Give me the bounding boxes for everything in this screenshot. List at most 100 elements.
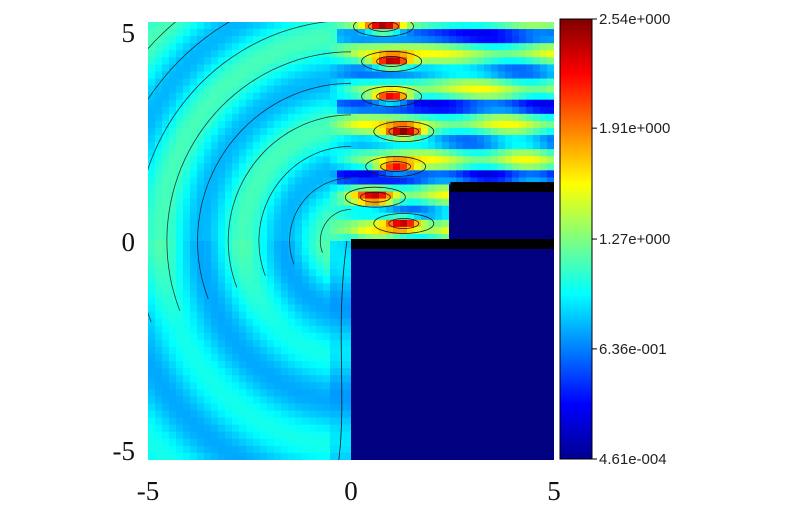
heatmap-cell [533, 290, 541, 299]
heatmap-cell [225, 198, 233, 207]
heatmap-cell [281, 170, 289, 179]
heatmap-cell [316, 417, 324, 426]
heatmap-cell [239, 71, 247, 80]
heatmap-cell [288, 57, 296, 65]
heatmap-cell [393, 163, 401, 171]
heatmap-cell [351, 85, 359, 94]
heatmap-cell [162, 354, 170, 362]
heatmap-cell [526, 85, 534, 94]
heatmap-cell [169, 92, 177, 101]
heatmap-cell [407, 219, 415, 228]
heatmap-cell [498, 445, 506, 454]
heatmap-cell [316, 142, 324, 150]
heatmap-cell [386, 417, 394, 426]
heatmap-cell [323, 219, 331, 228]
heatmap-cell [148, 452, 156, 460]
heatmap-cell [421, 78, 429, 87]
heatmap-cell [414, 283, 422, 292]
heatmap-cell [162, 241, 170, 249]
heatmap-cell [498, 50, 506, 58]
heatmap-cell [463, 417, 471, 426]
heatmap-cell [246, 368, 254, 376]
heatmap-cell [288, 156, 296, 164]
heatmap-cell [253, 120, 261, 129]
heatmap-cell [197, 142, 205, 150]
heatmap-cell [442, 219, 450, 228]
heatmap-cell [456, 445, 464, 454]
heatmap-cell [421, 248, 429, 256]
heatmap-cell [379, 445, 387, 454]
heatmap-cell [183, 290, 191, 299]
heatmap-cell [428, 198, 436, 207]
heatmap-cell [498, 297, 506, 306]
heatmap-cell [337, 262, 345, 270]
heatmap-cell [393, 332, 401, 341]
heatmap-cell [470, 92, 478, 101]
heatmap-cell [260, 142, 268, 150]
heatmap-cell [463, 163, 471, 171]
heatmap-cell [526, 43, 534, 51]
heatmap-cell [337, 290, 345, 299]
heatmap-cell [491, 318, 499, 327]
heatmap-cell [239, 106, 247, 115]
heatmap-cell [421, 339, 429, 348]
heatmap-cell [505, 431, 513, 440]
heatmap-cell [540, 375, 548, 383]
heatmap-cell [456, 226, 464, 235]
heatmap-cell [239, 64, 247, 73]
heatmap-cell [526, 354, 534, 362]
heatmap-cell [197, 318, 205, 327]
heatmap-cell [526, 262, 534, 270]
heatmap-cell [512, 85, 520, 94]
heatmap-cell [421, 269, 429, 277]
heatmap-cell [540, 78, 548, 87]
heatmap-cell [505, 318, 513, 327]
heatmap-cell [162, 226, 170, 235]
heatmap-cell [162, 85, 170, 94]
heatmap-cell [218, 198, 226, 207]
heatmap-cell [358, 113, 366, 122]
heatmap-cell [533, 219, 541, 228]
heatmap-cell [400, 177, 408, 186]
heatmap-cell [204, 438, 212, 447]
hotspot-contour [361, 51, 423, 72]
heatmap-cell [428, 163, 436, 171]
heatmap-cell [400, 290, 408, 299]
heatmap-cell [148, 311, 156, 320]
heatmap-cell [498, 226, 506, 235]
heatmap-cell [414, 339, 422, 348]
heatmap-cell [267, 304, 275, 313]
heatmap-cell [463, 233, 471, 242]
heatmap-cell [533, 346, 541, 355]
heatmap-cell [463, 78, 471, 87]
heatmap-cell [442, 29, 450, 37]
heatmap-cell [540, 262, 548, 270]
heatmap-cell [519, 318, 527, 327]
heatmap-cell [435, 431, 443, 440]
hotspot-contour [388, 218, 420, 229]
heatmap-cell [358, 276, 366, 284]
heatmap-cell [421, 389, 429, 398]
heatmap-cell [323, 438, 331, 447]
heatmap-cell [211, 248, 219, 256]
heatmap-cell [519, 424, 527, 433]
heatmap-cell [316, 212, 324, 221]
heatmap-cell [183, 417, 191, 426]
heatmap-cell [379, 85, 387, 94]
heatmap-cell [162, 445, 170, 454]
heatmap-cell [372, 127, 380, 136]
heatmap-cell [204, 375, 212, 383]
heatmap-cell [533, 170, 541, 179]
heatmap-cell [435, 71, 443, 80]
heatmap-cell [225, 85, 233, 94]
heatmap-cell [260, 170, 268, 179]
heatmap-cell [316, 431, 324, 440]
heatmap-cell [239, 396, 247, 405]
heatmap-cell [351, 99, 359, 108]
heatmap-cell [435, 64, 443, 73]
heatmap-cell [190, 361, 198, 369]
heatmap-cell [267, 241, 275, 249]
heatmap-cell [400, 445, 408, 454]
heatmap-cell [260, 120, 268, 129]
heatmap-cell [162, 127, 170, 136]
